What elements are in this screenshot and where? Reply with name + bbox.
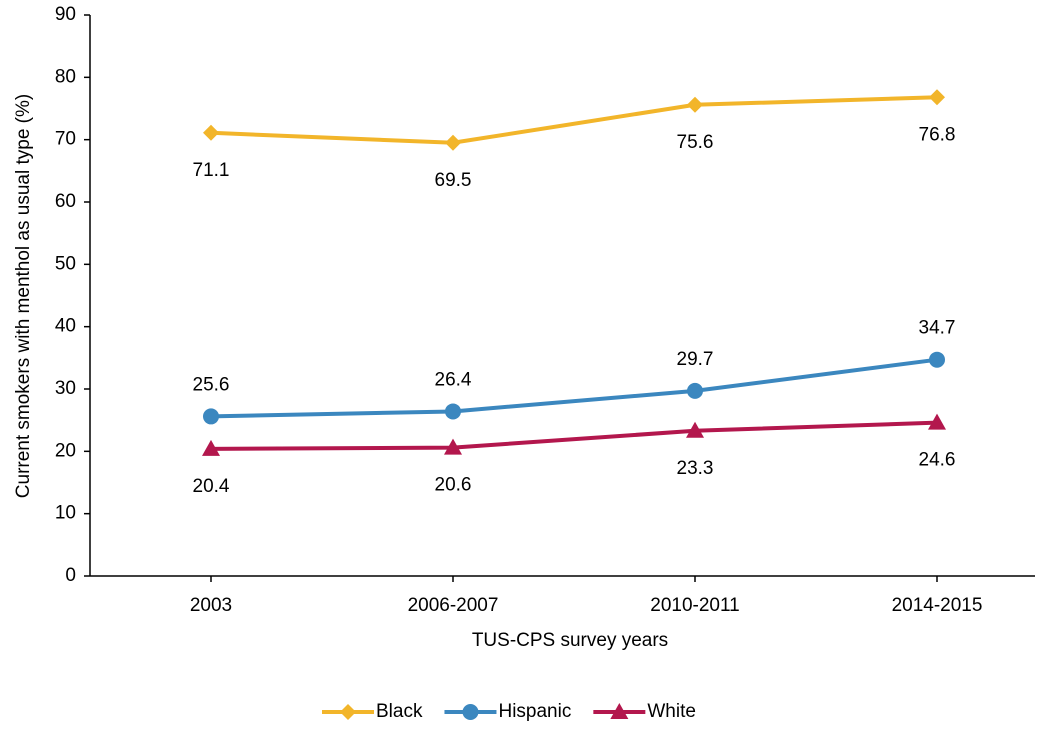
x-axis-title: TUS-CPS survey years: [472, 630, 668, 651]
y-tick-label: 70: [55, 129, 76, 150]
data-label: 24.6: [919, 450, 956, 471]
data-label: 71.1: [193, 160, 230, 181]
series-line: [210, 420, 938, 451]
legend-label: White: [647, 701, 696, 722]
data-point: [445, 403, 461, 420]
data-point: [929, 89, 945, 106]
data-label: 29.7: [677, 349, 714, 370]
legend-marker: [340, 704, 356, 720]
y-tick-label: 0: [65, 565, 76, 586]
data-point: [203, 124, 219, 141]
y-tick-label: 80: [55, 66, 76, 87]
data-point: [687, 382, 703, 399]
series-line: [210, 357, 938, 419]
y-tick-label: 90: [55, 4, 76, 25]
data-point: [203, 408, 219, 425]
data-label: 75.6: [677, 132, 714, 153]
y-tick-label: 60: [55, 191, 76, 212]
data-label: 20.6: [435, 475, 472, 496]
y-axis-title: Current smokers with menthol as usual ty…: [13, 94, 34, 498]
y-tick-label: 50: [55, 253, 76, 274]
data-label: 76.8: [919, 124, 956, 145]
legend-label: Black: [376, 701, 423, 722]
data-point: [686, 421, 704, 438]
data-label: 25.6: [193, 374, 230, 395]
x-tick-label: 2010-2011: [650, 595, 739, 616]
data-point: [444, 438, 462, 455]
y-tick-label: 20: [55, 440, 76, 461]
data-point: [687, 96, 703, 113]
y-tick-label: 10: [55, 503, 76, 524]
x-tick-label: 2014-2015: [892, 595, 983, 616]
legend-label: Hispanic: [498, 701, 571, 722]
x-tick-label: 2003: [190, 595, 232, 616]
data-point: [202, 439, 220, 456]
y-tick-label: 30: [55, 378, 76, 399]
data-point: [929, 351, 945, 368]
legend-marker: [610, 703, 629, 719]
data-label: 34.7: [919, 318, 956, 339]
data-point: [445, 134, 461, 151]
data-label: 69.5: [435, 170, 472, 191]
data-label: 26.4: [435, 369, 472, 390]
data-label: 20.4: [193, 476, 230, 497]
y-tick-label: 40: [55, 316, 76, 337]
x-tick-label: 2006-2007: [408, 595, 499, 616]
series-line: [210, 95, 938, 145]
legend-marker: [462, 704, 479, 720]
data-label: 23.3: [677, 458, 714, 479]
data-point: [928, 413, 946, 430]
